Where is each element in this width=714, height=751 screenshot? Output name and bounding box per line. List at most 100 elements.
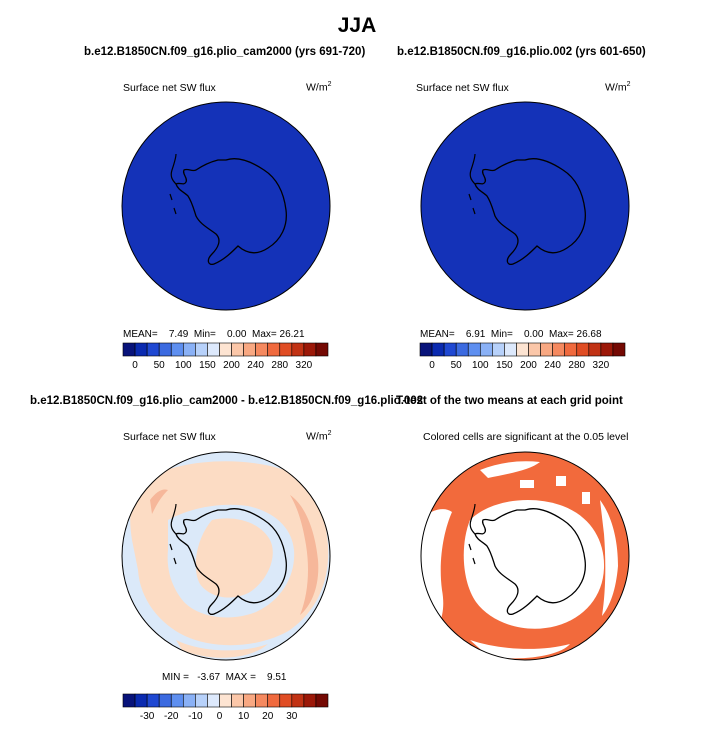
colorbar-box (431, 342, 445, 357)
colorbar-box (243, 342, 256, 357)
colorbar-box (255, 342, 269, 357)
panel3-map (121, 451, 331, 661)
panel3-colorbar: -30 -20 -10 0 10 20 30 (122, 693, 329, 722)
colorbar-tick-label: 150 (199, 360, 216, 371)
colorbar-box (612, 342, 626, 357)
panel1-stats: MEAN= 7.49 Min= 0.00 Max= 26.21 (123, 329, 305, 340)
panel1-map (121, 101, 331, 311)
colorbar-box (576, 342, 590, 357)
colorbar-box (267, 693, 281, 708)
panel2-field-label: Surface net SW flux (416, 82, 509, 94)
panel2-ocean (421, 102, 629, 310)
colorbar-tick-label: 150 (496, 360, 513, 371)
colorbar-tick-label: 240 (544, 360, 561, 371)
colorbar-box (315, 342, 329, 357)
colorbar-box (540, 342, 553, 357)
colorbar-box (182, 693, 196, 708)
colorbar-tick-label: 200 (223, 360, 240, 371)
colorbar-box (291, 342, 305, 357)
colorbar-box (231, 693, 244, 708)
colorbar-box (158, 342, 172, 357)
colorbar-box (492, 342, 505, 357)
colorbar-tick-label: 0 (217, 711, 223, 722)
colorbar-tick-label: 320 (593, 360, 610, 371)
panel1-ocean (122, 102, 330, 310)
panel3-map-border (121, 451, 331, 661)
colorbar-box (182, 342, 196, 357)
colorbar-box (516, 342, 529, 357)
colorbar-tick-label: 10 (238, 711, 250, 722)
colorbar-box (122, 342, 136, 357)
colorbar-box (207, 693, 220, 708)
panel2-map (420, 101, 630, 311)
colorbar-tick-label: 280 (271, 360, 288, 371)
colorbar-box (467, 342, 481, 357)
colorbar-box (552, 342, 566, 357)
panel1-title: b.e12.B1850CN.f09_g16.plio_cam2000 (yrs … (84, 46, 366, 58)
colorbar-tick-label: 0 (132, 360, 138, 371)
colorbar-box (315, 693, 329, 708)
colorbar-box (134, 342, 148, 357)
colorbar-tick-label: 50 (451, 360, 463, 371)
panel2-units: W/m2 (605, 81, 631, 94)
colorbar-box (455, 342, 469, 357)
panel4-map (420, 451, 630, 661)
colorbar-box (267, 342, 281, 357)
colorbar-box (303, 693, 317, 708)
panel3-field-label: Surface net SW flux (123, 431, 216, 443)
colorbar-tick-label: -10 (188, 711, 203, 722)
colorbar-tick-label: 280 (568, 360, 585, 371)
colorbar-box (279, 693, 293, 708)
colorbar-box (195, 342, 208, 357)
colorbar-box (243, 693, 256, 708)
colorbar-box (588, 342, 602, 357)
panel2-title: b.e12.B1850CN.f09_g16.plio.002 (yrs 601-… (397, 46, 646, 58)
colorbar-box (158, 693, 172, 708)
panel2-colorbar: 0 50 100 150 200 240 280 320 (419, 342, 626, 371)
panel1-map-border (121, 101, 331, 311)
figure-title: JJA (337, 14, 377, 37)
panel1-field-label: Surface net SW flux (123, 82, 216, 94)
panel4-map-border (420, 451, 630, 661)
colorbar-tick-label: 50 (154, 360, 166, 371)
colorbar-box (528, 342, 541, 357)
colorbar-tick-label: 100 (175, 360, 192, 371)
colorbar-tick-label: -30 (140, 711, 155, 722)
colorbar-tick-label: 320 (296, 360, 313, 371)
colorbar-tick-label: 240 (247, 360, 264, 371)
colorbar-box (219, 342, 232, 357)
panel3-stats: MIN = -3.67 MAX = 9.51 (162, 672, 287, 683)
colorbar-tick-label: 20 (262, 711, 274, 722)
colorbar-box (600, 342, 614, 357)
colorbar-tick-label: 200 (520, 360, 537, 371)
colorbar-box (122, 693, 136, 708)
colorbar-box (443, 342, 457, 357)
panel4-subtitle: Colored cells are significant at the 0.0… (423, 431, 629, 443)
panel4-title: T-test of the two means at each grid poi… (396, 395, 623, 407)
colorbar-box (134, 693, 148, 708)
colorbar-box (207, 342, 220, 357)
colorbar-box (303, 342, 317, 357)
colorbar-box (479, 342, 493, 357)
panel1-colorbar: 0 50 100 150 200 240 280 320 (122, 342, 329, 371)
panel2-stats: MEAN= 6.91 Min= 0.00 Max= 26.68 (420, 329, 602, 340)
colorbar-box (170, 342, 184, 357)
colorbar-tick-label: -20 (164, 711, 179, 722)
colorbar-box (195, 693, 208, 708)
colorbar-box (419, 342, 433, 357)
colorbar-box (291, 693, 305, 708)
colorbar-box (564, 342, 578, 357)
panel2-map-border (420, 101, 630, 311)
colorbar-box (146, 693, 160, 708)
colorbar-box (504, 342, 517, 357)
panel3-units: W/m2 (306, 430, 332, 443)
colorbar-tick-label: 30 (286, 711, 298, 722)
panel3-difference-field (130, 461, 329, 658)
colorbar-box (170, 693, 184, 708)
colorbar-tick-label: 0 (429, 360, 435, 371)
colorbar-box (279, 342, 293, 357)
colorbar-box (255, 693, 269, 708)
colorbar-box (146, 342, 160, 357)
colorbar-tick-label: 100 (472, 360, 489, 371)
